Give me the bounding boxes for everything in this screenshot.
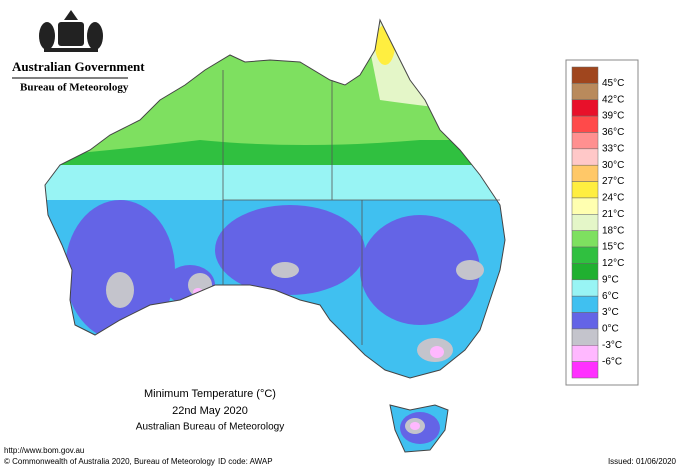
legend-swatch bbox=[571, 295, 599, 313]
government-name: Australian Government bbox=[12, 59, 145, 74]
legend-swatch bbox=[571, 181, 599, 199]
map-title: Minimum Temperature (°C) bbox=[144, 388, 276, 400]
legend-swatch bbox=[571, 345, 599, 362]
agency-name: Bureau of Meteorology bbox=[20, 82, 129, 94]
legend-label: 18°C bbox=[602, 225, 624, 236]
legend-swatch bbox=[571, 279, 599, 297]
legend-swatch bbox=[571, 263, 599, 281]
footer-url: http://www.bom.gov.au bbox=[4, 446, 84, 455]
legend-label: 15°C bbox=[602, 242, 624, 253]
legend-label: 3°C bbox=[602, 307, 619, 318]
legend-swatch bbox=[571, 66, 599, 84]
legend-label: 9°C bbox=[602, 274, 619, 285]
legend-swatch bbox=[571, 246, 599, 264]
legend-label: 27°C bbox=[602, 176, 624, 187]
legend-label: 42°C bbox=[602, 94, 624, 105]
state-borders bbox=[222, 70, 500, 345]
legend-label: 30°C bbox=[602, 160, 624, 171]
legend-swatch bbox=[571, 312, 599, 330]
legend-swatch bbox=[571, 230, 599, 248]
legend-swatch bbox=[571, 99, 599, 117]
legend: 45°C 42°C 39°C 36°C 33°C 30°C 27°C 24°C 21°C 18°C… bbox=[565, 59, 639, 386]
map-date: 22nd May 2020 bbox=[172, 405, 248, 417]
footer-copyright: © Commonwealth of Australia 2020, Bureau… bbox=[4, 457, 215, 466]
legend-label: -6°C bbox=[602, 356, 622, 367]
coastline bbox=[44, 18, 506, 453]
legend-swatch bbox=[571, 164, 599, 182]
legend-swatch bbox=[571, 361, 599, 379]
legend-label: 12°C bbox=[602, 258, 624, 269]
legend-label: 36°C bbox=[602, 127, 624, 138]
legend-label: 33°C bbox=[602, 143, 624, 154]
legend-swatch bbox=[571, 148, 599, 166]
legend-swatch bbox=[571, 214, 599, 231]
legend-label: 24°C bbox=[602, 193, 624, 204]
map-source: Australian Bureau of Meteorology bbox=[136, 422, 284, 433]
legend-swatch bbox=[571, 328, 599, 346]
legend-label: 21°C bbox=[602, 209, 624, 220]
legend-swatch bbox=[571, 83, 599, 100]
footer-issued: Issued: 01/06/2020 bbox=[608, 457, 677, 466]
legend-label: 0°C bbox=[602, 324, 619, 335]
legend-label: 6°C bbox=[602, 291, 619, 302]
legend-swatch bbox=[571, 132, 599, 150]
footer-id-code: ID code: AWAP bbox=[218, 457, 273, 466]
legend-label: 39°C bbox=[602, 111, 624, 122]
legend-label: 45°C bbox=[602, 78, 624, 89]
legend-swatch bbox=[571, 197, 599, 215]
legend-label: -3°C bbox=[602, 340, 622, 351]
coat-of-arms bbox=[39, 10, 103, 52]
legend-swatch bbox=[571, 115, 599, 133]
